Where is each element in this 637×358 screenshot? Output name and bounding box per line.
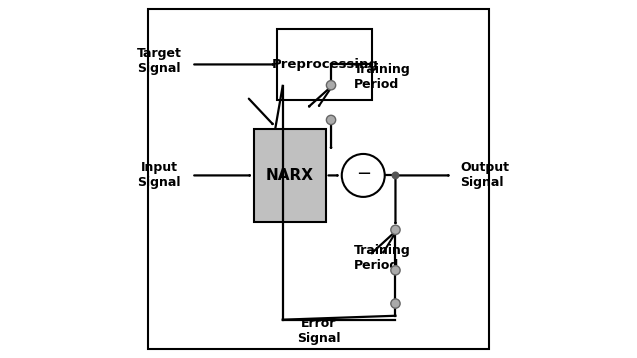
Circle shape xyxy=(326,115,336,125)
Text: NARX: NARX xyxy=(266,168,314,183)
Text: Target
Signal: Target Signal xyxy=(137,47,182,75)
Circle shape xyxy=(391,266,400,275)
Text: Output
Signal: Output Signal xyxy=(460,161,509,189)
Bar xyxy=(277,29,372,100)
Circle shape xyxy=(392,171,399,179)
Circle shape xyxy=(391,299,400,308)
Text: Training
Period: Training Period xyxy=(354,63,411,91)
Text: −: − xyxy=(355,165,371,183)
Circle shape xyxy=(391,225,400,234)
Text: Error
Signal: Error Signal xyxy=(297,317,340,345)
Text: Preprocessing: Preprocessing xyxy=(271,58,378,71)
Text: Input
Signal: Input Signal xyxy=(138,161,181,189)
Text: Training
Period: Training Period xyxy=(354,244,411,272)
Circle shape xyxy=(326,81,336,90)
Bar xyxy=(254,129,326,222)
Circle shape xyxy=(342,154,385,197)
